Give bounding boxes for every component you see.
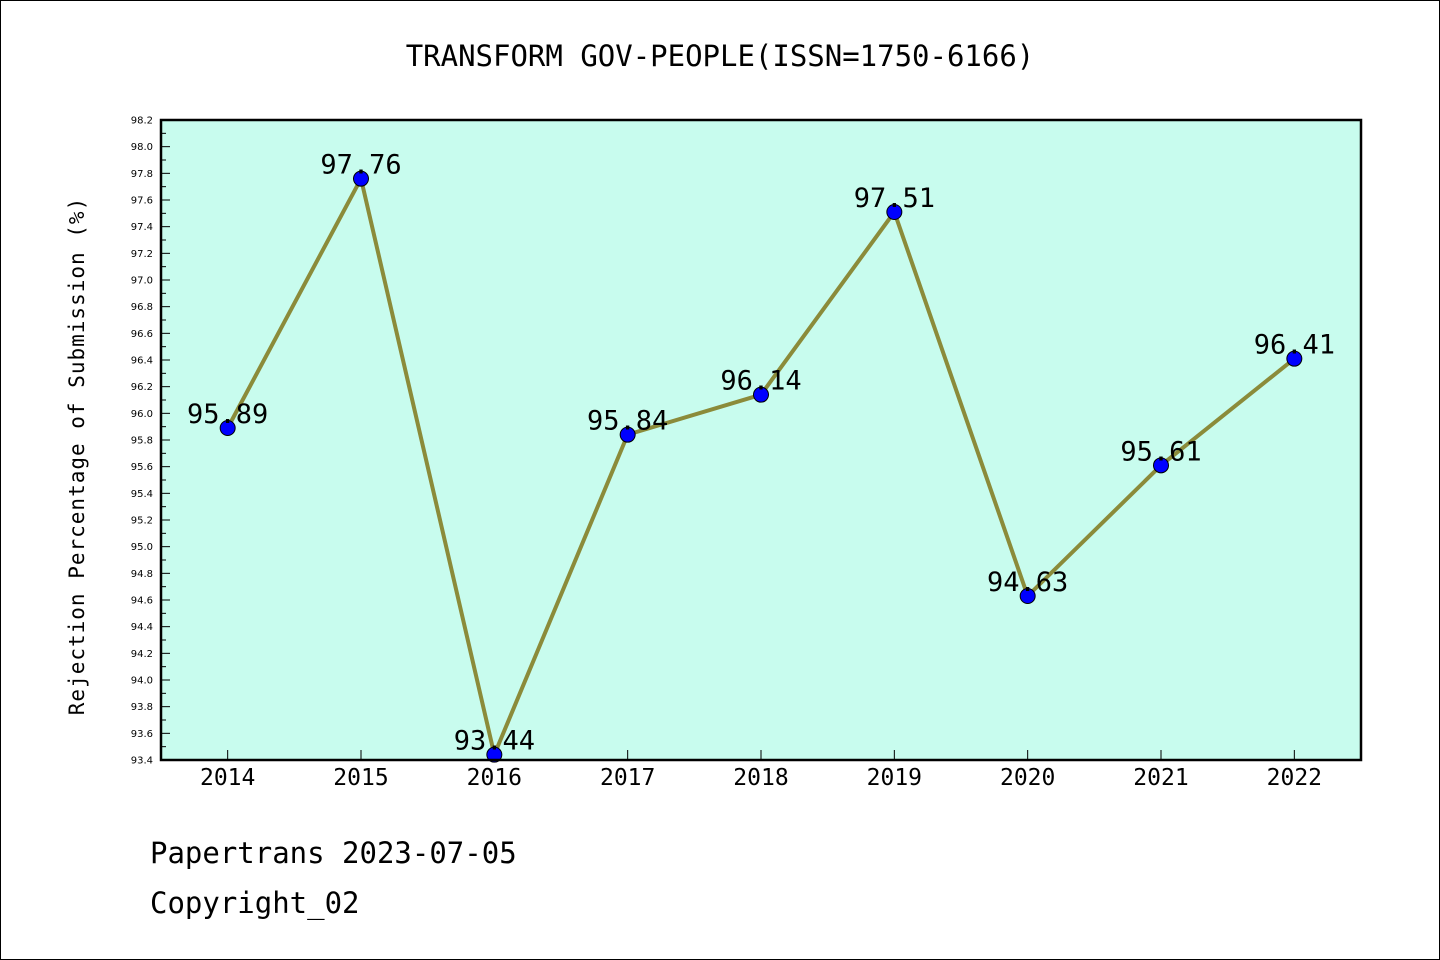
y-tick-label: 94.2 (131, 649, 153, 660)
data-point (619, 426, 636, 443)
x-tick-label: 2019 (867, 765, 922, 791)
y-tick-label: 97.4 (131, 222, 153, 233)
chart-title: TRANSFORM GOV-PEOPLE(ISSN=1750-6166) (406, 39, 1035, 73)
data-label: 96.14 (720, 366, 801, 397)
y-tick-label: 97.6 (131, 196, 153, 207)
data-label: 95.61 (1120, 436, 1201, 467)
y-tick-label: 94.0 (131, 676, 153, 687)
y-tick-label: 95.6 (131, 462, 153, 473)
data-label: 94.63 (987, 567, 1068, 598)
y-tick-label: 95.4 (131, 489, 153, 500)
y-tick-label: 96.6 (131, 329, 153, 340)
x-tick-label: 2016 (467, 765, 522, 791)
data-label: 96.41 (1254, 330, 1335, 361)
y-tick-label: 96.2 (131, 382, 153, 393)
data-point (219, 420, 236, 436)
x-tick-label: 2015 (333, 765, 388, 791)
y-tick-label: 94.4 (131, 622, 153, 633)
data-label: 95.84 (587, 406, 668, 437)
y-tick-label: 94.8 (131, 569, 153, 580)
x-tick-label: 2017 (600, 765, 655, 791)
y-axis-label: Rejection Percentage of Submission (%) (65, 197, 89, 715)
y-tick-label: 95.8 (131, 436, 153, 447)
data-label: 97.51 (854, 183, 935, 214)
data-point (1019, 588, 1036, 604)
footer-source: Papertrans 2023-07-05 (150, 836, 517, 870)
data-point (1153, 457, 1169, 474)
y-tick-label: 96.0 (131, 409, 153, 420)
y-tick-label: 95.2 (131, 516, 153, 527)
y-tick-label: 98.0 (131, 142, 153, 153)
data-point (886, 204, 903, 220)
y-tick-label: 97.2 (131, 249, 153, 260)
data-point (353, 170, 369, 187)
data-point (486, 746, 503, 763)
footer-copyright: Copyright_02 (150, 886, 360, 920)
data-label: 97.76 (320, 150, 401, 181)
data-label: 95.89 (187, 399, 268, 430)
y-tick-label: 95.0 (131, 542, 153, 553)
y-tick-label: 94.6 (131, 596, 153, 607)
x-axis: 2014 2015 2016 2017 2018 2019 2020 2021 2022 (200, 750, 1322, 791)
y-tick-label: 93.6 (131, 729, 153, 740)
y-tick-label: 97.0 (131, 276, 153, 287)
y-tick-label: 96.8 (131, 302, 153, 313)
x-tick-label: 2021 (1133, 765, 1188, 791)
x-tick-label: 2022 (1267, 765, 1322, 791)
data-points (219, 170, 1303, 763)
y-tick-label: 97.8 (131, 169, 153, 180)
plot-area (161, 120, 1361, 760)
x-tick-label: 2020 (1000, 765, 1055, 791)
x-tick-label: 2014 (200, 765, 255, 791)
data-labels: 95.89 97.76 93.44 95.84 96.14 97.51 94.63 95.61… (187, 150, 1335, 757)
data-point (753, 386, 769, 403)
y-tick-label: 93.8 (131, 702, 153, 713)
y-tick-label: 93.4 (131, 756, 153, 767)
data-point (1286, 350, 1303, 367)
data-label: 93.44 (454, 726, 535, 757)
plot-border (159, 118, 1363, 762)
y-tick-label: 98.2 (131, 116, 153, 127)
x-tick-label: 2018 (733, 765, 788, 791)
y-tick-label: 96.4 (131, 356, 153, 367)
